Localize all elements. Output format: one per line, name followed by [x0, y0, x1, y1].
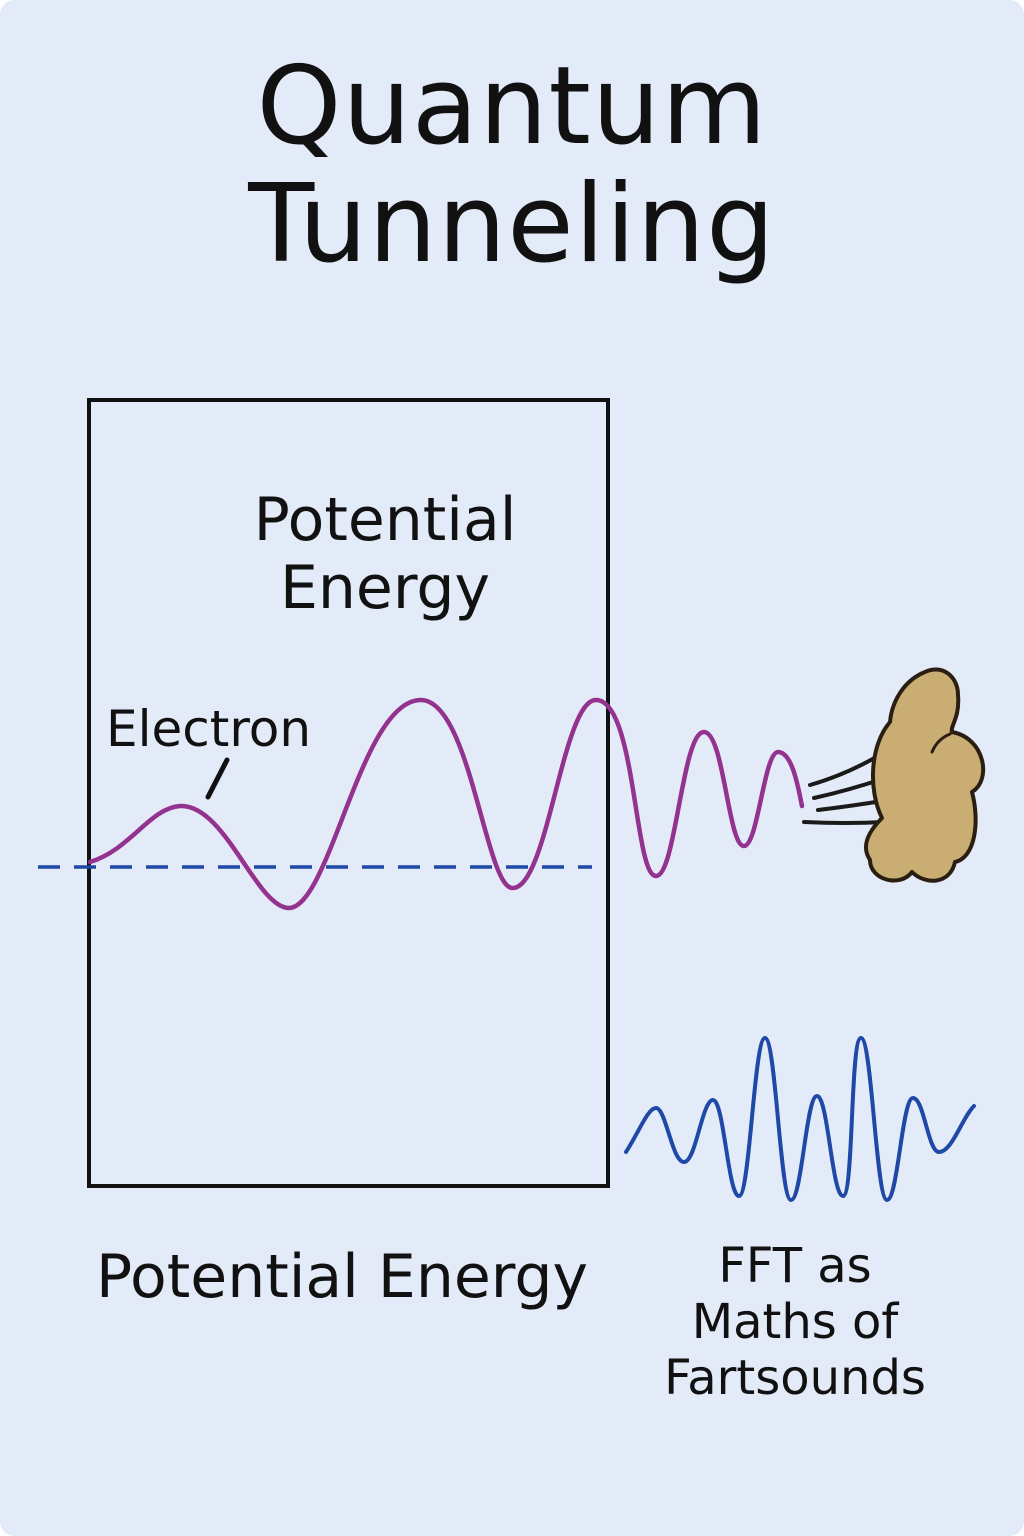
- fft-caption: FFT as Maths of Fartsounds: [640, 1238, 950, 1406]
- potential-energy-caption: Potential Energy: [96, 1242, 588, 1312]
- motion-line: [808, 754, 880, 787]
- fft-caption-line-1: FFT as: [718, 1238, 872, 1294]
- potential-barrier-box: [87, 398, 610, 1188]
- electron-pointer-line: [205, 757, 230, 800]
- title-line-1: Quantum: [256, 44, 768, 169]
- fft-caption-line-3: Fartsounds: [664, 1350, 926, 1406]
- fft-sound-wave: [624, 1036, 976, 1202]
- fft-caption-line-2: Maths of: [691, 1294, 899, 1350]
- barrier-label: Potential Energy: [230, 486, 540, 622]
- cloud-puff-line: [930, 732, 952, 754]
- motion-line: [802, 820, 887, 825]
- electron-wavefunction: [87, 697, 805, 911]
- barrier-label-line-2: Energy: [279, 553, 491, 623]
- electron-label: Electron: [106, 700, 312, 758]
- title-line-2: Tunneling: [248, 162, 776, 287]
- barrier-label-line-1: Potential: [253, 485, 517, 555]
- fart-cloud: [863, 667, 986, 883]
- page-title: Quantum Tunneling: [0, 48, 1024, 284]
